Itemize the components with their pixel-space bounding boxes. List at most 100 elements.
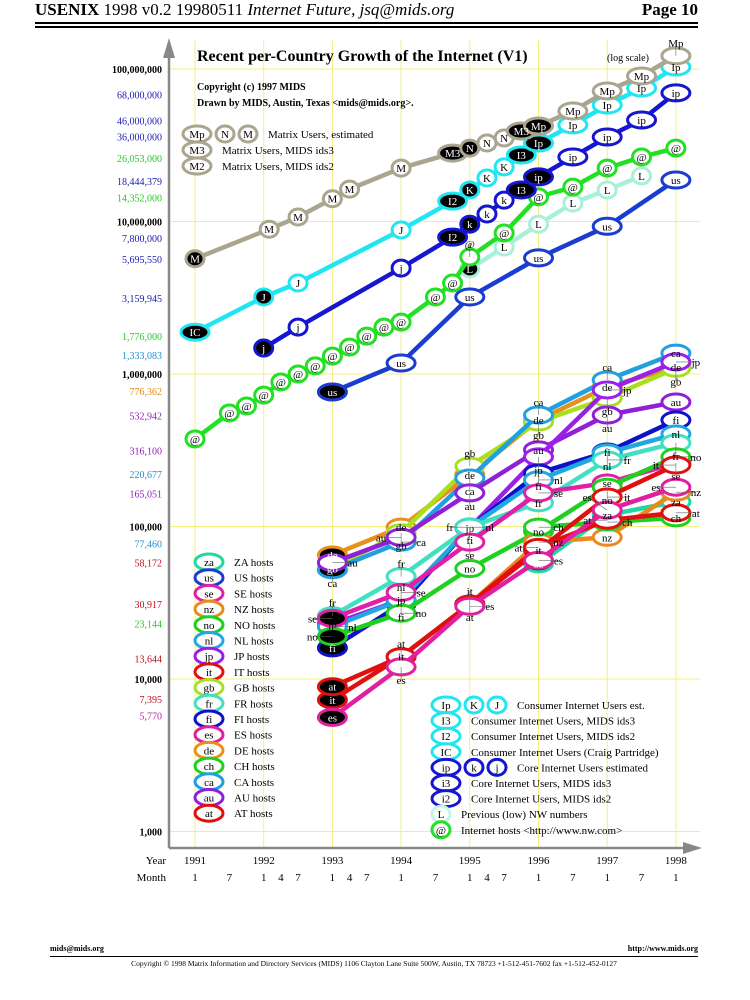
data-point-marker [179, 322, 211, 342]
x-tick-year: 1994 [390, 855, 413, 867]
y-tick-label: 1,776,000 [122, 332, 162, 343]
legend-marker-label: i2 [442, 794, 451, 806]
legend-entry: L Previous (low) NW numbers [430, 804, 588, 824]
chart-credit: Copyright (c) 1997 MIDS [197, 82, 306, 93]
legend-label: Matrix Users, estimated [268, 129, 374, 141]
data-point-marker [258, 219, 280, 239]
x-tick-month: 1 [467, 872, 473, 884]
y-tick-label: 14,352,000 [117, 194, 162, 205]
data-point-label: @ [430, 292, 440, 304]
data-point-marker [304, 356, 326, 376]
legend-entry: se SE hosts [193, 583, 272, 603]
data-point-label: K [500, 162, 508, 174]
data-point-marker [339, 179, 361, 199]
data-point-label: no [464, 564, 476, 576]
data-point-marker [493, 190, 515, 210]
data-point-label: I3 [517, 185, 527, 197]
series-se [316, 453, 692, 628]
data-point-marker [454, 559, 486, 579]
x-tick-year: 1991 [184, 855, 206, 867]
data-point-label: at [328, 682, 336, 694]
x-tick-month: 1 [192, 872, 198, 884]
data-point-label: au [602, 423, 613, 435]
legend-entry: Mp N M Matrix Users, estimated [181, 124, 374, 144]
legend-entry: de DE hosts [193, 740, 274, 760]
series-de [316, 357, 692, 565]
data-point-label: at [583, 515, 591, 527]
data-point-label: J [296, 278, 301, 290]
y-tick-label: 18,444,379 [117, 177, 162, 188]
data-point-label: nl [554, 475, 563, 487]
legend-marker-label: de [204, 745, 215, 757]
data-point-label: @ [259, 390, 269, 402]
legend-marker [214, 124, 236, 144]
data-point-label: fi [398, 612, 405, 624]
data-point-label: Ip [603, 100, 613, 112]
legend-label: AT hosts [234, 808, 273, 820]
legend-marker [486, 757, 508, 777]
data-point-marker [591, 127, 623, 147]
version: 1998 v0.2 19980511 [103, 0, 244, 19]
data-point-label: au [671, 397, 682, 409]
legend-label: NZ hosts [234, 604, 274, 616]
data-point-label: @ [276, 377, 286, 389]
data-point-label: at [692, 508, 700, 520]
data-point-marker [218, 403, 240, 423]
data-point-label: @ [224, 408, 234, 420]
y-tick-label: 36,000,000 [117, 133, 162, 144]
data-point-label: Mp [565, 106, 581, 118]
data-point-label: us [534, 253, 544, 265]
y-tick-label: 165,051 [130, 489, 163, 500]
data-point-label: it [535, 545, 541, 557]
legend-entry: nl NL hosts [193, 631, 274, 650]
x-tick-year: 1995 [459, 855, 482, 867]
data-point-marker [505, 180, 537, 200]
data-point-label: nl [603, 461, 612, 473]
data-point-marker [493, 223, 515, 243]
data-point-label: @ [533, 192, 543, 204]
data-point-label: j [296, 322, 300, 334]
data-point-label: @ [293, 369, 303, 381]
legend-marker-label: nz [204, 604, 215, 616]
data-point-marker [557, 101, 589, 121]
y-tick-label: 7,395 [140, 695, 163, 706]
legend-marker-label: fi [206, 714, 213, 726]
legend-label: GB hosts [234, 683, 275, 695]
data-point-label: jp [622, 385, 632, 397]
footer-url: http://www.mids.org [627, 944, 698, 953]
data-point-label: us [602, 221, 612, 233]
data-point-label: se [465, 550, 474, 562]
data-point-label: M3 [445, 148, 461, 160]
data-point-label: za [534, 559, 544, 571]
legend-entry: it IT hosts [193, 662, 270, 682]
data-point-label: us [671, 175, 681, 187]
data-point-label: @ [448, 278, 458, 290]
data-point-label: @ [602, 163, 612, 175]
data-point-label: se [671, 471, 680, 483]
legend-marker-label: K [470, 700, 478, 712]
legend-label: DE hosts [234, 745, 274, 757]
data-point-label: es [651, 482, 660, 494]
data-point-marker [523, 248, 554, 268]
data-point-label: ca [534, 397, 544, 409]
y-tick-label: 77,460 [135, 539, 163, 550]
series-group [179, 46, 692, 727]
legend-marker [181, 156, 213, 176]
data-point-marker [626, 110, 658, 130]
legend-marker-label: it [206, 667, 212, 679]
header-rule [35, 26, 698, 28]
legend-label: SE hosts [234, 588, 272, 600]
legend-hosts: za ZA hosts us US hosts se SE hosts nz NZ hosts… [193, 552, 275, 823]
x-tick-month: 1 [536, 872, 542, 884]
y-tick-label: 68,000,000 [117, 91, 162, 102]
data-point-marker [184, 429, 206, 449]
legend-marker-label: au [204, 793, 215, 805]
data-point-marker [356, 326, 378, 346]
data-point-label: gb [670, 376, 682, 388]
data-point-label: M [293, 212, 303, 224]
data-point-marker [631, 166, 653, 186]
data-point-label: fr [329, 598, 337, 610]
legend-entry: ca CA hosts [193, 772, 274, 792]
legend-label: Core Internet Users, MIDS ids2 [471, 794, 611, 806]
data-point-marker [321, 346, 343, 366]
